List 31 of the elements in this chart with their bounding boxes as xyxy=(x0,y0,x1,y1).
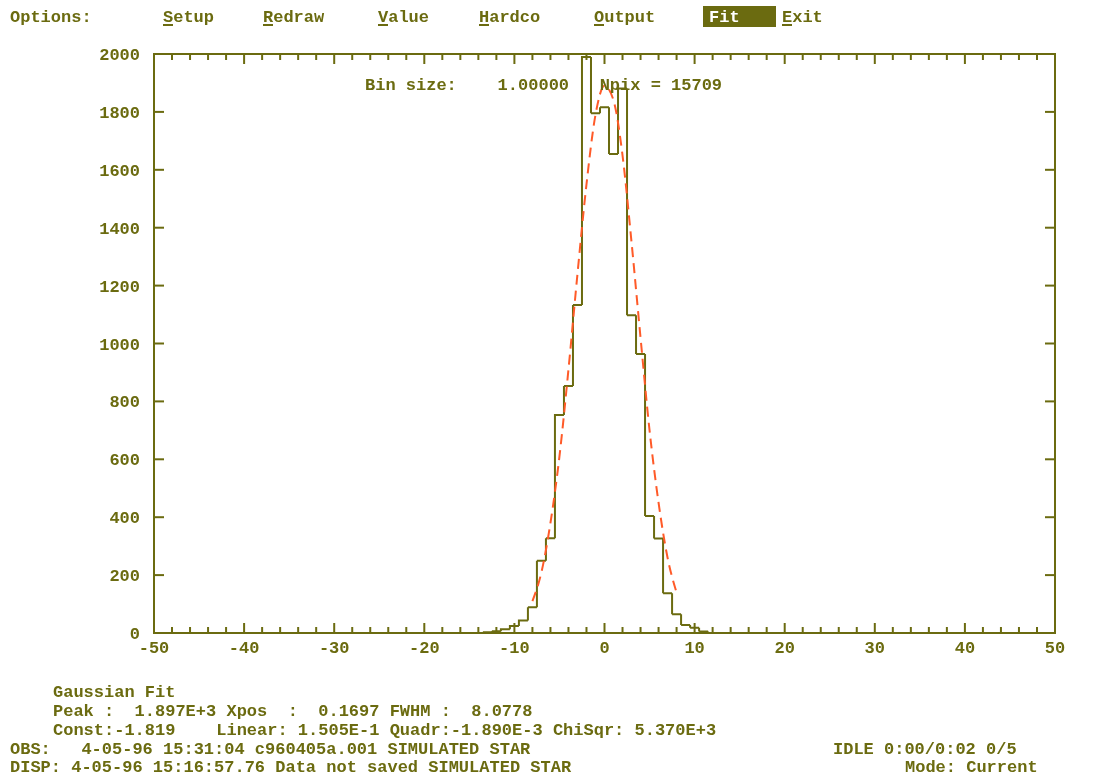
x-tick-label: -20 xyxy=(409,639,440,658)
y-tick-label: 1400 xyxy=(99,219,140,239)
text: Peak : 1.897E+3 Xpos : 0.1697 FWHM : 8.0778 xyxy=(53,702,533,721)
text: Const:-1.819 Linear: 1.505E-1 Quadr:-1.890E-3 ChiSqr: 5.370E+3 xyxy=(53,721,717,740)
y-tick-label: 1000 xyxy=(99,335,140,355)
text: OBS: 4-05-96 15:31:04 c960405a.001 SIMULATED STAR xyxy=(10,740,532,759)
x-tick-label: 10 xyxy=(684,639,705,658)
x-tick-label: -40 xyxy=(228,639,260,658)
y-tick-label: 800 xyxy=(109,393,140,413)
x-tick-label: 0 xyxy=(599,639,610,658)
x-tick-label: 30 xyxy=(864,639,885,658)
y-tick-label: 1200 xyxy=(99,277,140,297)
menu-bar: Options: Setup Redraw Value Hardco Output Fit Exit xyxy=(10,6,823,27)
text: IDLE 0:00/0:02 0/5 xyxy=(833,740,1017,759)
x-tick-label: 40 xyxy=(954,639,976,658)
text: Mode: Current xyxy=(905,758,1038,775)
y-tick-label: 1800 xyxy=(99,103,140,123)
x-tick-label: -50 xyxy=(138,639,170,658)
y-tick-label: 2000 xyxy=(99,46,140,65)
x-tick-label: 50 xyxy=(1044,639,1066,658)
y-tick-label: 400 xyxy=(109,509,140,529)
y-tick-label: 1600 xyxy=(99,161,140,181)
y-tick-label: 0 xyxy=(129,625,140,644)
text: DISP: 4-05-96 15:16:57.76 Data not saved SIMULATED STAR xyxy=(10,758,572,775)
x-tick-label: -30 xyxy=(318,639,350,658)
y-tick-label: 600 xyxy=(109,451,140,471)
x-tick-label: -10 xyxy=(499,639,530,658)
annotation: Bin size: 1.00000 Npix = 15709 xyxy=(365,76,723,95)
text: Gaussian Fit xyxy=(53,683,176,702)
y-tick-label: 200 xyxy=(109,567,140,587)
x-tick-label: 20 xyxy=(774,639,795,658)
